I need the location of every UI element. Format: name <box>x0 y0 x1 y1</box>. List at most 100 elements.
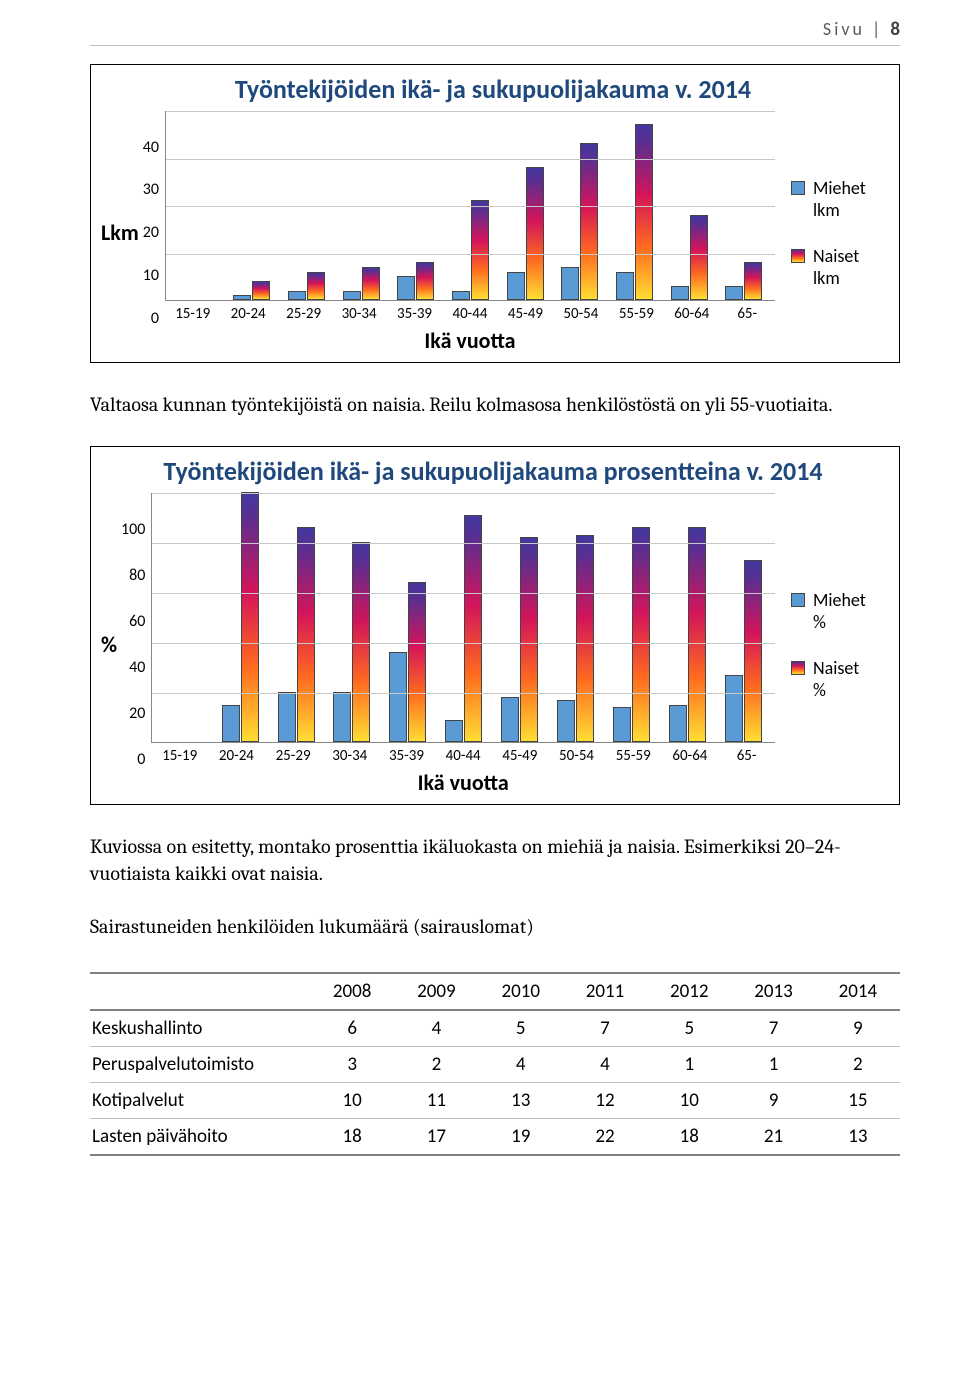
xtick-label: 55-59 <box>605 747 662 765</box>
table-row-label: Lasten päivähoito <box>90 1119 310 1156</box>
bar-naiset <box>744 262 762 300</box>
table-cell: 1 <box>647 1047 731 1083</box>
chart2-title: Työntekijöiden ikä- ja sukupuolijakauma … <box>101 455 885 487</box>
table-col-header: 2011 <box>563 973 647 1010</box>
bar-miehet <box>222 705 240 743</box>
bar-miehet <box>278 692 296 742</box>
xtick-label: 30-34 <box>321 747 378 765</box>
bar-group <box>389 262 444 300</box>
paragraph-2: Kuviossa on esitetty, montako prosenttia… <box>90 833 900 887</box>
bar-group <box>268 527 324 742</box>
chart1-xticks: 15-1920-2425-2930-3435-3940-4445-4950-54… <box>165 301 775 323</box>
page-header-sep: | <box>872 18 890 40</box>
bar-group <box>436 515 492 743</box>
bar-group <box>603 527 659 742</box>
chart2-legend: Miehet% Naiset% <box>775 493 885 796</box>
ytick-label: 20 <box>121 704 145 723</box>
bar-naiset <box>471 200 489 300</box>
bar-naiset <box>576 535 594 743</box>
table-col-header <box>90 973 310 1010</box>
table-cell: 5 <box>479 1010 563 1047</box>
chart1-legend-miehet: Miehetlkm <box>791 177 885 221</box>
bar-group <box>380 582 436 742</box>
xtick-label: 40-44 <box>442 305 497 323</box>
chart1-yticks: 403020100 <box>143 138 165 328</box>
bar-miehet <box>616 272 634 301</box>
square-icon <box>791 249 805 263</box>
page-header: Sivu | 8 <box>90 0 900 46</box>
table-cell: 5 <box>647 1010 731 1047</box>
ytick-label: 20 <box>143 223 159 242</box>
chart2-yaxis: % 100806040200 <box>101 493 151 796</box>
table-row-label: Kotipalvelut <box>90 1083 310 1119</box>
table-cell: 13 <box>479 1083 563 1119</box>
chart2-legend-naiset-label: Naiset% <box>813 657 883 701</box>
table-cell: 22 <box>563 1119 647 1156</box>
table-col-header: 2013 <box>731 973 815 1010</box>
table-heading: Sairastuneiden henkilöiden lukumäärä (sa… <box>90 915 900 938</box>
bar-naiset <box>252 281 270 300</box>
xtick-label: 25-29 <box>276 305 331 323</box>
bar-miehet <box>333 692 351 742</box>
bar-miehet <box>397 276 415 300</box>
table-row-label: Peruspalvelutoimisto <box>90 1047 310 1083</box>
bar-group <box>715 560 771 743</box>
table-cell: 6 <box>310 1010 394 1047</box>
bar-group <box>225 281 280 300</box>
table-row: Lasten päivähoito18171922182113 <box>90 1119 900 1156</box>
chart1-box: Työntekijöiden ikä- ja sukupuolijakauma … <box>90 64 900 363</box>
bar-naiset <box>297 527 315 742</box>
table-cell: 9 <box>731 1083 815 1119</box>
ytick-label: 100 <box>121 520 145 539</box>
chart1-legend-naiset: Naisetlkm <box>791 245 885 289</box>
table-cell: 9 <box>816 1010 900 1047</box>
table-cell: 13 <box>816 1119 900 1156</box>
ytick-label: 10 <box>143 266 159 285</box>
bar-miehet <box>343 291 361 301</box>
bar-group <box>548 535 604 743</box>
table-col-header: 2008 <box>310 973 394 1010</box>
bar-miehet <box>389 652 407 742</box>
ytick-label: 40 <box>121 658 145 677</box>
chart2-bars <box>152 493 775 742</box>
bar-miehet <box>288 291 306 301</box>
bar-group <box>492 537 548 742</box>
xtick-label: 45-49 <box>492 747 549 765</box>
chart2-plotcol: 15-1920-2425-2930-3435-3940-4445-4950-54… <box>151 493 775 796</box>
bar-group <box>607 124 662 300</box>
table-cell: 4 <box>394 1010 478 1047</box>
table-cell: 17 <box>394 1119 478 1156</box>
xtick-label: 60-64 <box>662 747 719 765</box>
table-cell: 3 <box>310 1047 394 1083</box>
table-cell: 7 <box>731 1010 815 1047</box>
bar-miehet <box>725 675 743 743</box>
xtick-label: 50-54 <box>553 305 608 323</box>
bar-naiset <box>520 537 538 742</box>
ytick-label: 80 <box>121 566 145 585</box>
bar-miehet <box>557 700 575 743</box>
ytick-label: 40 <box>143 138 159 157</box>
xtick-label: 30-34 <box>331 305 386 323</box>
bar-group <box>443 200 498 300</box>
chart2-legend-miehet: Miehet% <box>791 589 885 633</box>
bar-miehet <box>613 707 631 742</box>
xtick-label: 25-29 <box>265 747 322 765</box>
xtick-label: 40-44 <box>435 747 492 765</box>
table-col-header: 2010 <box>479 973 563 1010</box>
xtick-label: 65- <box>718 747 775 765</box>
bar-miehet <box>561 267 579 300</box>
chart2-area: % 100806040200 15-1920-2425-2930-3435-39… <box>101 493 885 796</box>
bar-miehet <box>233 295 251 300</box>
chart1-xaxis-title: Ikä vuotta <box>165 327 775 354</box>
bar-naiset <box>632 527 650 742</box>
chart2-legend-miehet-label: Miehet% <box>813 589 883 633</box>
table-cell: 18 <box>647 1119 731 1156</box>
xtick-label: 15-19 <box>165 305 220 323</box>
page-number: 8 <box>890 18 900 41</box>
chart2-xticks: 15-1920-2425-2930-3435-3940-4445-4950-54… <box>151 743 775 765</box>
xtick-label: 50-54 <box>548 747 605 765</box>
bar-naiset <box>744 560 762 743</box>
chart1-legend-naiset-label: Naisetlkm <box>813 245 883 289</box>
table-cell: 18 <box>310 1119 394 1156</box>
bar-naiset <box>352 542 370 742</box>
